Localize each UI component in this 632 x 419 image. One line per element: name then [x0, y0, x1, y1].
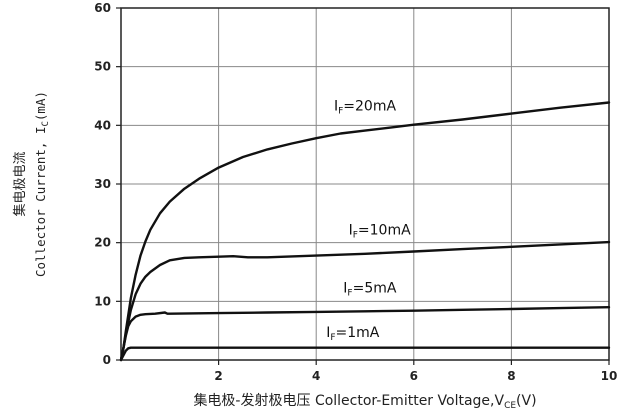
y-tick-label: 40	[94, 118, 111, 132]
x-tick-label: 4	[312, 369, 320, 383]
x-tick-label: 2	[214, 369, 222, 383]
x-axis-label: 集电极-发射极电压 Collector-Emitter Voltage,VCE(…	[193, 392, 536, 411]
x-tick-label: 8	[507, 369, 515, 383]
series-label-3: IF=5mA	[343, 281, 397, 299]
axis-ticks: 0 10 20 30 40 50 60 2 4 6 8 10	[94, 1, 617, 383]
y-axis-label: 集电极电流 Collector Current, IC(mA)	[12, 91, 51, 277]
series-label-1: IF=20mA	[334, 99, 397, 117]
x-tick-label: 10	[601, 369, 618, 383]
series-line-4	[119, 346, 611, 362]
y-axis-label-en: Collector Current, IC(mA)	[33, 91, 51, 277]
y-tick-label: 20	[94, 236, 111, 250]
series-line-1	[119, 101, 611, 362]
y-tick-label: 30	[94, 177, 111, 191]
y-tick-label: 10	[94, 294, 111, 308]
series-label-4: IF=1mA	[326, 325, 380, 343]
series-line-2	[119, 240, 611, 362]
y-tick-label: 50	[94, 60, 111, 74]
x-tick-label: 6	[410, 369, 418, 383]
grid	[121, 8, 609, 360]
series-label-2: IF=10mA	[349, 222, 412, 240]
curve-labels: IF=20mA IF=10mA IF=5mA IF=1mA	[326, 99, 411, 343]
y-tick-label: 0	[103, 353, 111, 367]
y-axis-label-cn: 集电极电流	[12, 151, 28, 216]
curves	[119, 101, 611, 362]
series-line-3	[119, 306, 611, 362]
y-tick-label: 60	[94, 1, 111, 15]
